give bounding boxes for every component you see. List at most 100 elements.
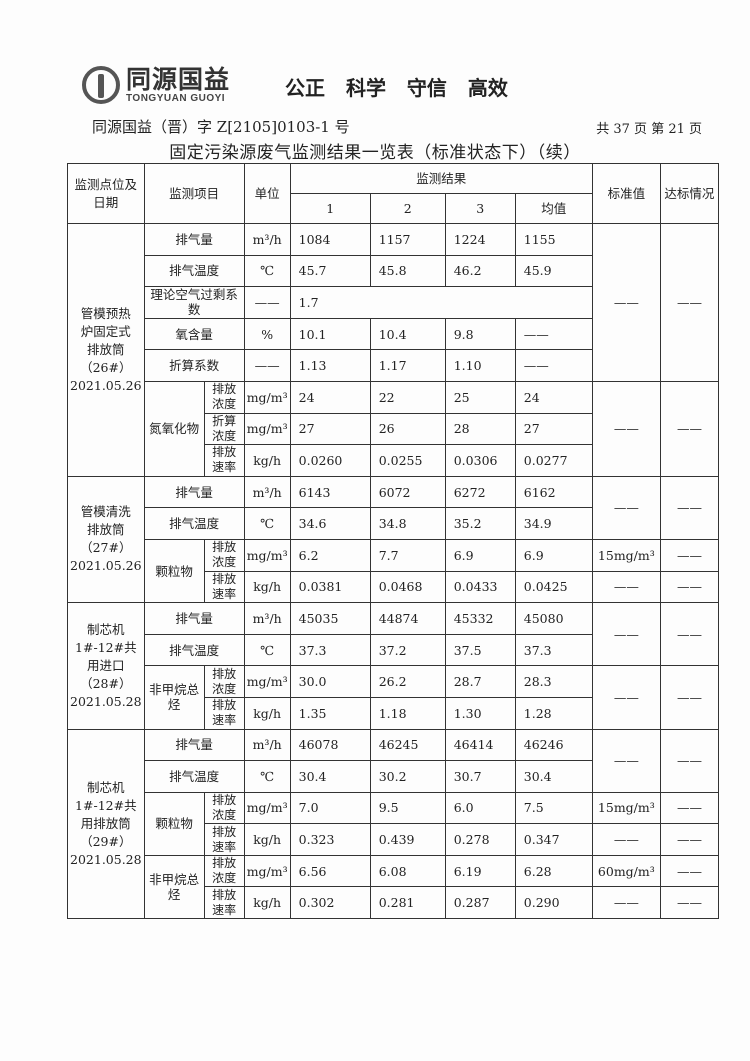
value-cell: 46078 [289,728,371,762]
pass-cell: —— [659,886,720,920]
table-title: 固定污染源废气监测结果一览表（标准状态下）（续） [169,143,581,163]
value-cell: 34.8 [369,507,446,540]
subitem-cell: 排放速率 [203,823,245,856]
value-cell: 0.0260 [289,444,371,477]
unit-cell: mg/m³ [243,854,291,888]
value-cell: 30.4 [289,760,371,793]
value-cell: 6.2 [289,538,371,572]
standard-cell: —— [591,475,661,540]
value-cell: 0.278 [444,823,516,856]
header-pass: 达标情况 [659,163,720,224]
site-line: 排放筒 [87,341,125,357]
value-cell: 24 [289,380,371,414]
value-cell: 30.2 [369,760,446,793]
value-cell: 7.0 [289,791,371,825]
value-cell: 26 [369,412,446,446]
pass-cell: —— [659,475,720,540]
standard-cell: —— [591,380,661,477]
header-col-2: 3 [444,193,516,224]
value-cell: 6.9 [514,538,593,572]
pass-cell: —— [659,602,720,667]
category-cell: 颗粒物 [143,791,205,856]
table-row: 氮氧化物 排放浓度 mg/m³ 24 22 25 24 —— —— [68,380,720,477]
unit-cell: mg/m³ [243,665,291,698]
logo-icon [82,66,120,104]
header-site: 监测点位及日期 [67,163,145,224]
header-standard: 标准值 [591,163,661,224]
value-cell: 44874 [369,602,446,635]
value-cell: 0.0381 [289,570,371,604]
site-line: 制芯机 [87,779,125,795]
table-row: 排放速率 kg/h 0.0381 0.0468 0.0433 0.0425 —— —— [68,570,720,604]
site-line: （27#） [80,540,132,556]
item-cell: 氧含量 [143,317,245,351]
value-cell: 1.17 [369,349,446,382]
unit-cell: mg/m³ [243,791,291,825]
subitem-cell: 折算浓度 [203,412,245,446]
unit-cell: kg/h [243,570,291,604]
pass-cell: —— [659,728,720,793]
value-cell: 30.4 [514,760,593,793]
site-cell: 制芯机 1#-12#共 用排放筒 （29#） 2021.05.28 [67,728,145,920]
site-line: 用进口 [87,657,125,673]
standard-cell: —— [591,728,661,793]
unit-cell: kg/h [243,696,291,730]
header-col-0: 1 [289,193,371,224]
standard-cell: 15mg/m³ [591,538,661,572]
value-cell: 46245 [369,728,446,762]
unit-cell: m³/h [243,223,291,256]
value-cell: 37.2 [369,633,446,667]
site-line: 炉固定式 [80,323,131,339]
item-cell: 排气温度 [143,760,245,793]
item-cell: 排气量 [143,475,245,509]
page-info: 共 37 页 第 21 页 [596,122,702,137]
pass-cell: —— [659,854,720,888]
site-line: 2021.05.26 [70,558,142,574]
table-row: 排放速率 kg/h 0.0260 0.0255 0.0306 0.0277 [68,444,719,477]
value-cell: 7.7 [369,538,446,572]
standard-cell: —— [591,823,661,856]
value-cell: 0.0306 [444,444,516,477]
subitem-cell: 排放浓度 [203,538,245,572]
value-cell: 46414 [444,728,516,762]
value-cell: 6.19 [444,854,516,888]
value-cell: 0.302 [289,886,371,920]
site-line: 制芯机 [87,621,125,637]
value-cell: 35.2 [444,507,516,540]
item-cell: 排气量 [143,728,245,762]
site-line: 1#-12#共 [75,797,137,813]
unit-cell: kg/h [243,823,291,856]
unit-cell: mg/m³ [243,412,291,446]
pass-cell: —— [659,791,720,825]
unit-cell: ℃ [243,760,291,793]
logo-name-en: TONGYUAN GUOYI [126,92,226,104]
standard-cell: 15mg/m³ [591,791,661,825]
standard-cell: —— [591,223,661,382]
value-cell: 6072 [369,475,446,509]
value-cell: 1.18 [369,696,446,730]
pass-cell: —— [659,380,720,477]
pass-cell: —— [659,223,720,382]
table-row: 非甲烷总烃 排放浓度 mg/m³ 30.0 26.2 28.7 28.3 —— —— [68,665,720,730]
unit-cell: —— [243,286,291,319]
value-cell: 0.347 [514,823,593,856]
value-cell: 0.0468 [369,570,446,604]
unit-cell: m³/h [243,475,291,509]
standard-cell: —— [591,665,661,730]
table-row: 排气温度 ℃ 45.7 45.8 46.2 45.9 [68,254,719,288]
unit-cell: m³/h [243,602,291,635]
subitem-cell: 排放浓度 [203,791,245,825]
unit-cell: ℃ [243,633,291,667]
subitem-cell: 排放浓度 [203,854,245,888]
value-cell: 1.35 [289,696,371,730]
unit-cell: mg/m³ [243,538,291,572]
item-cell: 排气量 [143,602,245,635]
header-results: 监测结果 [289,163,593,194]
value-cell: 6.56 [289,854,371,888]
value-cell: 37.3 [289,633,371,667]
value-cell: 1.13 [289,349,371,382]
value-cell: 25 [444,380,516,414]
value-cell: 6272 [444,475,516,509]
site-line: 排放筒 [87,522,125,538]
